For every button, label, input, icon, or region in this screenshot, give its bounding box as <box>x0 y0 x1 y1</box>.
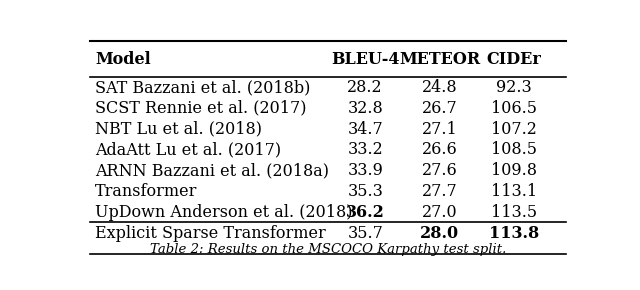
Text: 27.7: 27.7 <box>422 183 458 200</box>
Text: 35.3: 35.3 <box>348 183 383 200</box>
Text: SCST Rennie et al. (2017): SCST Rennie et al. (2017) <box>95 100 307 117</box>
Text: 34.7: 34.7 <box>348 121 383 137</box>
Text: 28.2: 28.2 <box>348 79 383 96</box>
Text: Transformer: Transformer <box>95 183 197 200</box>
Text: 27.1: 27.1 <box>422 121 458 137</box>
Text: 33.9: 33.9 <box>348 162 383 179</box>
Text: BLEU-4: BLEU-4 <box>331 51 399 68</box>
Text: 108.5: 108.5 <box>491 141 537 158</box>
Text: ARNN Bazzani et al. (2018a): ARNN Bazzani et al. (2018a) <box>95 162 329 179</box>
Text: 26.7: 26.7 <box>422 100 458 117</box>
Text: UpDown Anderson et al. (2018): UpDown Anderson et al. (2018) <box>95 204 353 220</box>
Text: 113.1: 113.1 <box>491 183 537 200</box>
Text: 33.2: 33.2 <box>348 141 383 158</box>
Text: 109.8: 109.8 <box>491 162 537 179</box>
Text: METEOR: METEOR <box>399 51 480 68</box>
Text: 113.8: 113.8 <box>489 225 539 242</box>
Text: Explicit Sparse Transformer: Explicit Sparse Transformer <box>95 225 326 242</box>
Text: 113.5: 113.5 <box>491 204 537 220</box>
Text: 36.2: 36.2 <box>346 204 385 220</box>
Text: 28.0: 28.0 <box>420 225 459 242</box>
Text: 27.6: 27.6 <box>422 162 458 179</box>
Text: 106.5: 106.5 <box>491 100 537 117</box>
Text: AdaAtt Lu et al. (2017): AdaAtt Lu et al. (2017) <box>95 141 281 158</box>
Text: 26.6: 26.6 <box>422 141 458 158</box>
Text: 35.7: 35.7 <box>348 225 383 242</box>
Text: 27.0: 27.0 <box>422 204 458 220</box>
Text: Model: Model <box>95 51 150 68</box>
Text: 92.3: 92.3 <box>496 79 532 96</box>
Text: 107.2: 107.2 <box>491 121 537 137</box>
Text: SAT Bazzani et al. (2018b): SAT Bazzani et al. (2018b) <box>95 79 310 96</box>
Text: NBT Lu et al. (2018): NBT Lu et al. (2018) <box>95 121 262 137</box>
Text: Table 2: Results on the MSCOCO Karpathy test split.: Table 2: Results on the MSCOCO Karpathy … <box>150 243 506 256</box>
Text: 32.8: 32.8 <box>348 100 383 117</box>
Text: 24.8: 24.8 <box>422 79 458 96</box>
Text: CIDEr: CIDEr <box>486 51 541 68</box>
